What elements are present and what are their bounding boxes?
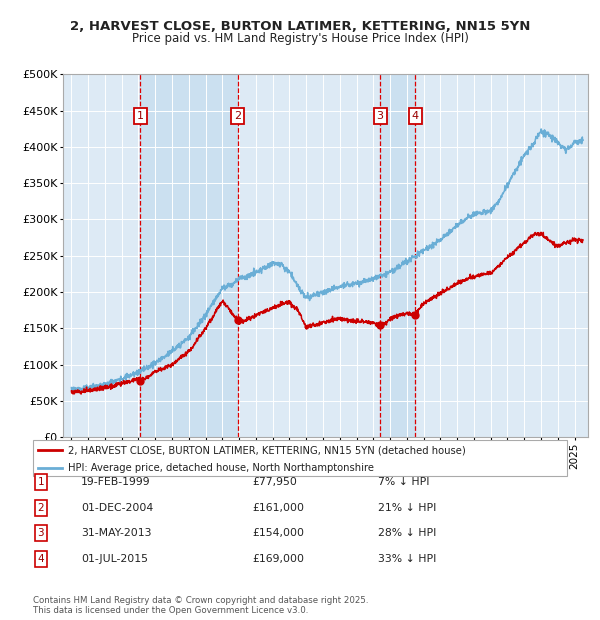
Text: 21% ↓ HPI: 21% ↓ HPI — [378, 503, 436, 513]
Text: 2, HARVEST CLOSE, BURTON LATIMER, KETTERING, NN15 5YN: 2, HARVEST CLOSE, BURTON LATIMER, KETTER… — [70, 20, 530, 33]
Bar — [380, 74, 415, 437]
Text: 33% ↓ HPI: 33% ↓ HPI — [378, 554, 436, 564]
Text: 2: 2 — [234, 111, 241, 121]
Bar — [140, 74, 238, 437]
Text: 3: 3 — [37, 528, 44, 538]
Text: 19-FEB-1999: 19-FEB-1999 — [81, 477, 151, 487]
Text: HPI: Average price, detached house, North Northamptonshire: HPI: Average price, detached house, Nort… — [68, 463, 374, 473]
Text: £77,950: £77,950 — [252, 477, 297, 487]
Text: 4: 4 — [412, 111, 419, 121]
FancyBboxPatch shape — [33, 440, 567, 476]
Text: 01-DEC-2004: 01-DEC-2004 — [81, 503, 153, 513]
Text: £161,000: £161,000 — [252, 503, 304, 513]
Text: 1: 1 — [37, 477, 44, 487]
Text: 2: 2 — [37, 503, 44, 513]
Text: £154,000: £154,000 — [252, 528, 304, 538]
Text: 1: 1 — [137, 111, 144, 121]
Text: £169,000: £169,000 — [252, 554, 304, 564]
Text: 01-JUL-2015: 01-JUL-2015 — [81, 554, 148, 564]
Text: 7% ↓ HPI: 7% ↓ HPI — [378, 477, 430, 487]
Text: 3: 3 — [377, 111, 383, 121]
Text: 2, HARVEST CLOSE, BURTON LATIMER, KETTERING, NN15 5YN (detached house): 2, HARVEST CLOSE, BURTON LATIMER, KETTER… — [68, 445, 466, 455]
Text: Price paid vs. HM Land Registry's House Price Index (HPI): Price paid vs. HM Land Registry's House … — [131, 32, 469, 45]
Text: 31-MAY-2013: 31-MAY-2013 — [81, 528, 151, 538]
Text: 4: 4 — [37, 554, 44, 564]
Text: 28% ↓ HPI: 28% ↓ HPI — [378, 528, 436, 538]
Text: Contains HM Land Registry data © Crown copyright and database right 2025.
This d: Contains HM Land Registry data © Crown c… — [33, 596, 368, 615]
